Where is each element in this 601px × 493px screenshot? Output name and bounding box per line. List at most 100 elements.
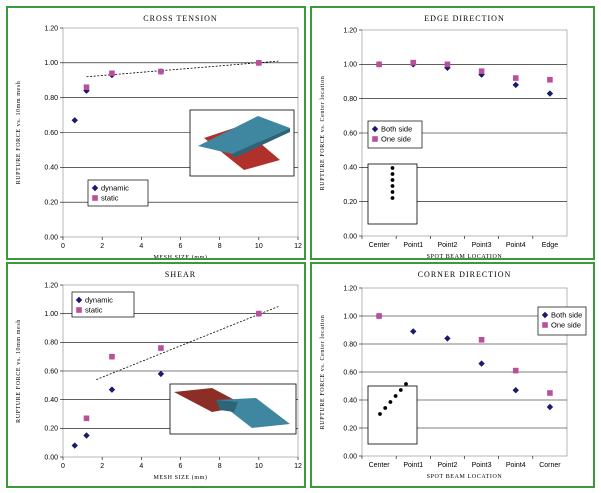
data-point <box>546 403 554 411</box>
y-tick-label: 0.20 <box>343 425 357 432</box>
inset-spot-location-diagram <box>367 382 418 445</box>
inset-shear-illustration <box>169 383 297 435</box>
x-axis-label: SPOT BEAM LOCATION <box>427 474 503 480</box>
data-point <box>478 68 485 74</box>
data-point <box>157 370 165 378</box>
y-tick-label: 0.40 <box>343 165 357 172</box>
y-tick-label: 0.40 <box>44 397 58 404</box>
data-point <box>109 70 115 77</box>
x-tick-label: Point3 <box>472 462 492 469</box>
y-tick-label: 1.20 <box>343 27 357 34</box>
spot-dot <box>388 400 393 404</box>
data-point <box>547 390 553 396</box>
y-tick-label: 0.60 <box>343 130 357 137</box>
spot-dot <box>383 406 388 410</box>
x-tick-label: 10 <box>255 463 263 470</box>
y-tick-label: 0.20 <box>44 426 58 433</box>
x-tick-label: 10 <box>255 243 263 250</box>
spot-dot <box>393 394 398 398</box>
x-tick-label: 0 <box>61 463 65 470</box>
x-tick-label: Center <box>369 462 391 469</box>
data-point <box>512 367 519 374</box>
y-tick-label: 1.00 <box>44 311 58 318</box>
data-point <box>376 61 382 68</box>
series-one-side <box>376 313 553 396</box>
x-tick-label: Edge <box>542 242 558 249</box>
series-both-side <box>375 61 554 97</box>
x-tick-label: Point4 <box>506 462 526 469</box>
y-tick-label: 0.00 <box>44 454 58 461</box>
data-point <box>158 68 164 75</box>
spot-dot <box>390 196 395 200</box>
chart-title: CROSS TENSION <box>143 14 217 23</box>
spot-dot <box>398 388 403 392</box>
y-tick-label: 0.00 <box>343 453 357 460</box>
legend-label: Both side <box>381 125 412 134</box>
y-tick-label: 0.00 <box>44 234 58 241</box>
x-tick-label: 0 <box>61 243 65 250</box>
data-point <box>512 81 519 89</box>
data-point <box>83 432 90 439</box>
legend-box <box>71 291 135 318</box>
data-point <box>108 386 116 393</box>
chart-panel-edge-direction: EDGE DIRECTION 0.00 0.20 0.40 0.60 0.80 1.00 1.… <box>310 6 595 260</box>
inset-frame <box>367 385 418 445</box>
x-tick-label: 4 <box>139 243 143 250</box>
inset-spot-location-diagram <box>367 163 418 225</box>
chart-title: EDGE DIRECTION <box>424 14 504 23</box>
upper-plate-edge <box>232 128 290 158</box>
inset-cross-tension-illustration <box>189 109 295 177</box>
legend-label: One side <box>551 321 581 330</box>
legend-label: One side <box>381 135 411 144</box>
x-tick-label: Point4 <box>506 242 526 249</box>
legend-marker <box>372 136 378 142</box>
x-axis-label: SPOT BEAM LOCATION <box>427 254 503 258</box>
x-tick-label: 2 <box>100 463 104 470</box>
data-point <box>512 387 519 394</box>
legend-marker <box>76 307 82 313</box>
y-tick-label: 1.20 <box>343 285 357 292</box>
spot-dot <box>390 172 395 176</box>
chart-title: SHEAR <box>165 270 196 279</box>
spot-dot <box>390 190 395 194</box>
data-point <box>546 90 554 97</box>
spot-dot <box>404 382 408 386</box>
legend-box <box>367 120 423 149</box>
y-tick-label: 0.20 <box>44 200 58 207</box>
legend-marker <box>371 125 379 133</box>
legend-marker <box>542 322 548 328</box>
data-point <box>512 75 519 81</box>
data-point <box>410 59 417 66</box>
legend-marker <box>75 296 83 304</box>
x-tick-label: Corner <box>539 462 561 469</box>
trendline <box>96 306 279 380</box>
legend-marker <box>92 195 98 201</box>
y-tick-label: 1.00 <box>343 62 357 69</box>
legend-box <box>87 179 149 207</box>
y-tick-label: 1.00 <box>343 313 357 320</box>
y-tick-label: 0.40 <box>44 165 58 172</box>
data-point <box>376 313 382 319</box>
x-tick-label: Point1 <box>403 242 423 249</box>
y-tick-label: 0.40 <box>343 397 357 404</box>
data-point <box>256 310 262 317</box>
y-axis-label: RUPTURE FORCE vs. Center location <box>320 315 326 430</box>
x-tick-label: Point1 <box>403 462 423 469</box>
spot-dot <box>378 412 382 416</box>
y-tick-label: 0.60 <box>44 130 58 137</box>
legend-marker <box>541 311 549 319</box>
y-tick-label: 0.00 <box>343 233 357 240</box>
legend-marker <box>91 184 99 192</box>
chart-panel-cross-tension: CROSS TENSION 0.00 0.20 0.40 0.60 0.80 1.00 1.2… <box>6 6 306 260</box>
y-tick-label: 1.20 <box>44 25 58 32</box>
upper-plate-blue <box>198 116 290 154</box>
y-tick-label: 0.60 <box>44 368 58 375</box>
chart-title: CORNER DIRECTION <box>418 270 512 279</box>
x-tick-label: 8 <box>218 243 222 250</box>
data-point <box>256 60 262 66</box>
data-point <box>478 360 485 367</box>
